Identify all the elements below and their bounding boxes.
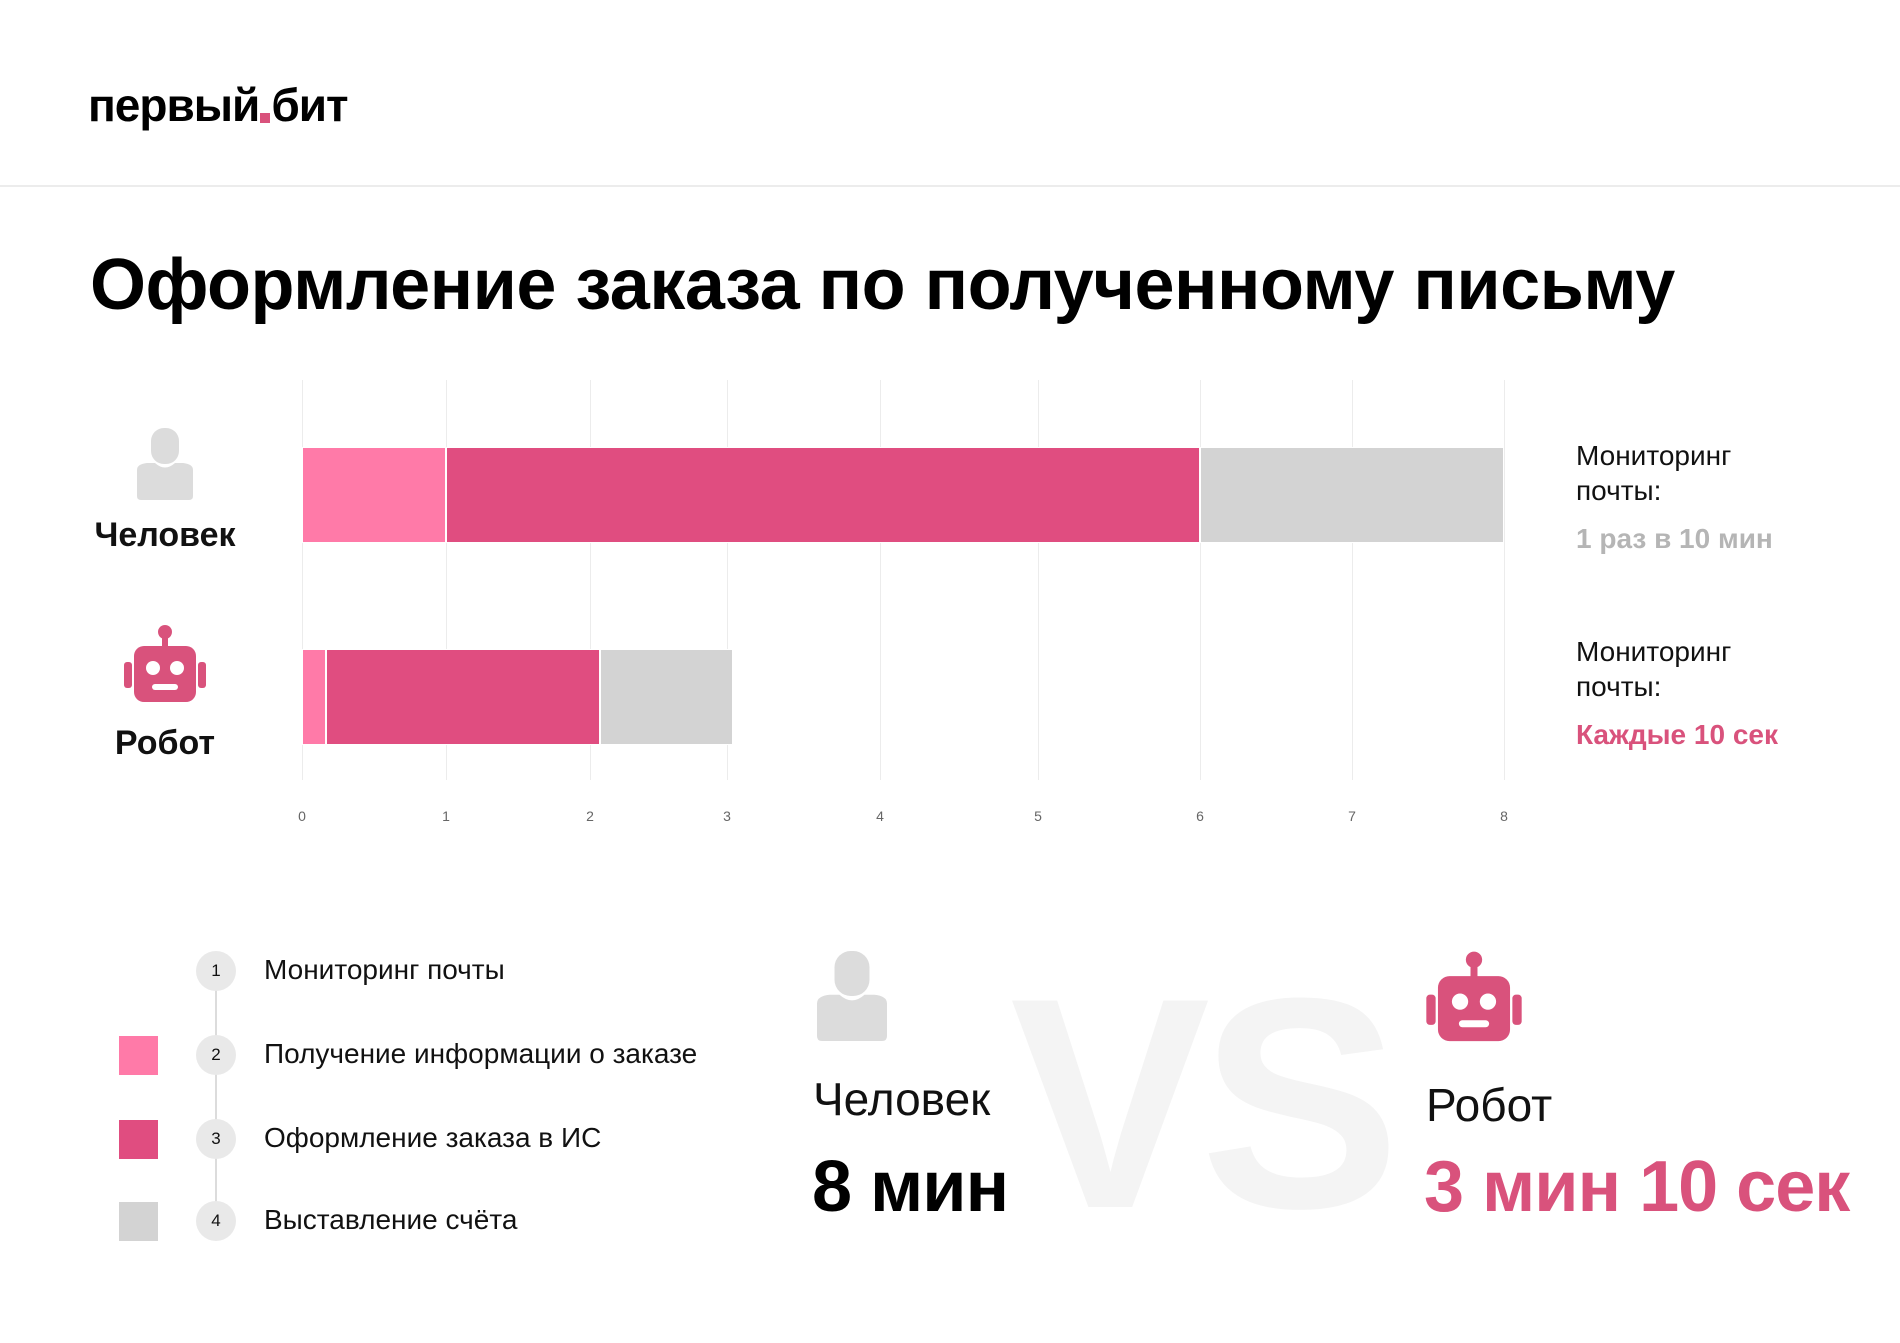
legend-step-number: 1 [196,951,236,991]
gridline [302,380,303,780]
legend-connector-line [215,971,217,1221]
x-tick-label: 1 [442,808,450,824]
x-tick-label: 5 [1034,808,1042,824]
gridline [1200,380,1201,780]
gridline [1352,380,1353,780]
legend-label: Получение информации о заказе [264,1038,698,1069]
x-tick-label: 0 [298,808,306,824]
human-monitoring-note: Мониторинг почты: 1 раз в 10 мин [1576,438,1773,556]
note-value: Каждые 10 сек [1576,719,1778,750]
note-value: 1 раз в 10 мин [1576,523,1773,554]
x-tick-label: 6 [1196,808,1204,824]
gridline [590,380,591,780]
human-name: Человек [813,1073,991,1125]
gridline [446,380,447,780]
bar-segment [1200,447,1504,543]
gridline [1504,380,1505,780]
bar-segment [599,649,734,745]
legend-step-number: 4 [196,1201,236,1241]
robot-icon [1426,951,1522,1042]
note-line: Мониторинг [1576,440,1732,471]
note-line: почты: [1576,475,1662,506]
bar-segment [302,447,446,543]
person-icon [817,951,887,1041]
x-tick-label: 3 [723,808,731,824]
legend-swatch [119,1036,158,1075]
logo-dot [260,113,271,123]
bar-segment [446,447,1200,543]
x-tick-label: 7 [1348,808,1356,824]
row-label-robot: Робот [114,724,216,762]
legend-step-number: 2 [196,1035,236,1075]
vs-watermark: VS [1010,935,1400,1271]
robot-icon [124,625,206,702]
note-line: Мониторинг [1576,636,1732,667]
legend-swatch [119,1202,158,1241]
bar-segment [302,649,327,745]
person-icon [137,428,193,500]
page-title: Оформление заказа по полученному письму [90,245,1675,325]
gridline [727,380,728,780]
human-time: 8 мин [812,1147,1009,1227]
robot-time: 3 мин 10 сек [1424,1147,1850,1227]
legend-swatch [119,1120,158,1159]
x-tick-label: 2 [586,808,594,824]
legend-label: Мониторинг почты [264,954,505,985]
gridline [880,380,881,780]
logo-text-right: бит [271,79,348,131]
legend-label: Выставление счёта [264,1204,518,1235]
legend-label: Оформление заказа в ИС [264,1122,602,1153]
gridline [1038,380,1039,780]
robot-name: Робот [1426,1079,1553,1131]
stacked-bar-chart: 0 1 2 3 4 5 6 7 8 [298,380,1508,824]
robot-monitoring-note: Мониторинг почты: Каждые 10 сек [1576,634,1778,752]
x-tick-label: 8 [1500,808,1508,824]
legend-step-number: 3 [196,1119,236,1159]
note-line: почты: [1576,671,1662,702]
bar-segment [326,649,600,745]
logo: первый бит [88,78,349,132]
header-divider [0,185,1900,187]
row-label-human: Человек [94,516,236,554]
logo-text-left: первый [88,79,260,131]
x-tick-label: 4 [876,808,884,824]
